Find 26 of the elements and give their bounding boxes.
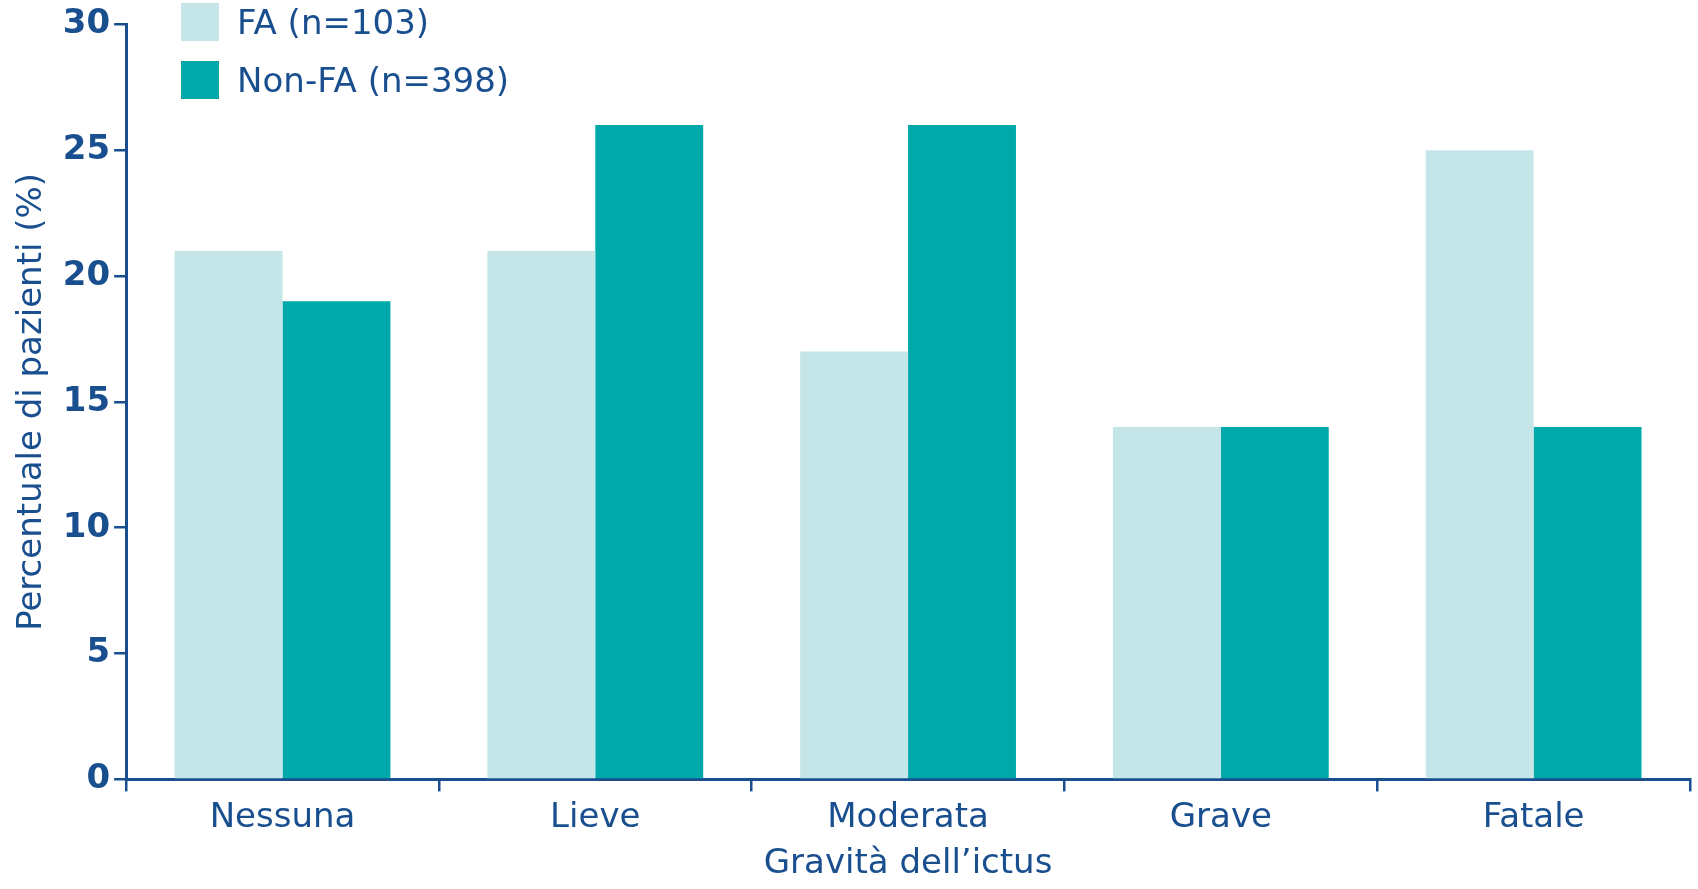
bar xyxy=(1220,427,1329,779)
legend-label: FA (n=103) xyxy=(237,2,430,43)
x-tick-label: Moderata xyxy=(827,794,989,835)
y-tick-label: 15 xyxy=(62,378,111,419)
legend-label: Non-FA (n=398) xyxy=(237,60,510,101)
x-tick-label: Grave xyxy=(1169,794,1272,835)
x-tick-label: Fatale xyxy=(1482,794,1585,835)
bar xyxy=(282,301,391,779)
x-axis-title: Gravità dell’ictus xyxy=(763,841,1053,882)
y-tick-label: 20 xyxy=(62,252,111,293)
bar xyxy=(174,250,283,779)
x-tick-label: Lieve xyxy=(550,794,641,835)
y-tick-label: 30 xyxy=(62,1,111,42)
bar xyxy=(1533,427,1642,779)
bar xyxy=(1112,427,1221,779)
y-tick-label: 10 xyxy=(62,504,111,545)
y-tick-label: 5 xyxy=(86,630,111,671)
bar xyxy=(800,351,909,779)
y-tick-label: 0 xyxy=(86,756,111,797)
bar xyxy=(1425,150,1534,779)
bar xyxy=(487,250,596,779)
y-tick-label: 25 xyxy=(62,127,111,168)
x-tick-label: Nessuna xyxy=(209,794,356,835)
bar xyxy=(908,125,1016,779)
y-axis-title: Percentuale di pazienti (%) xyxy=(9,172,50,631)
bar xyxy=(595,125,704,779)
